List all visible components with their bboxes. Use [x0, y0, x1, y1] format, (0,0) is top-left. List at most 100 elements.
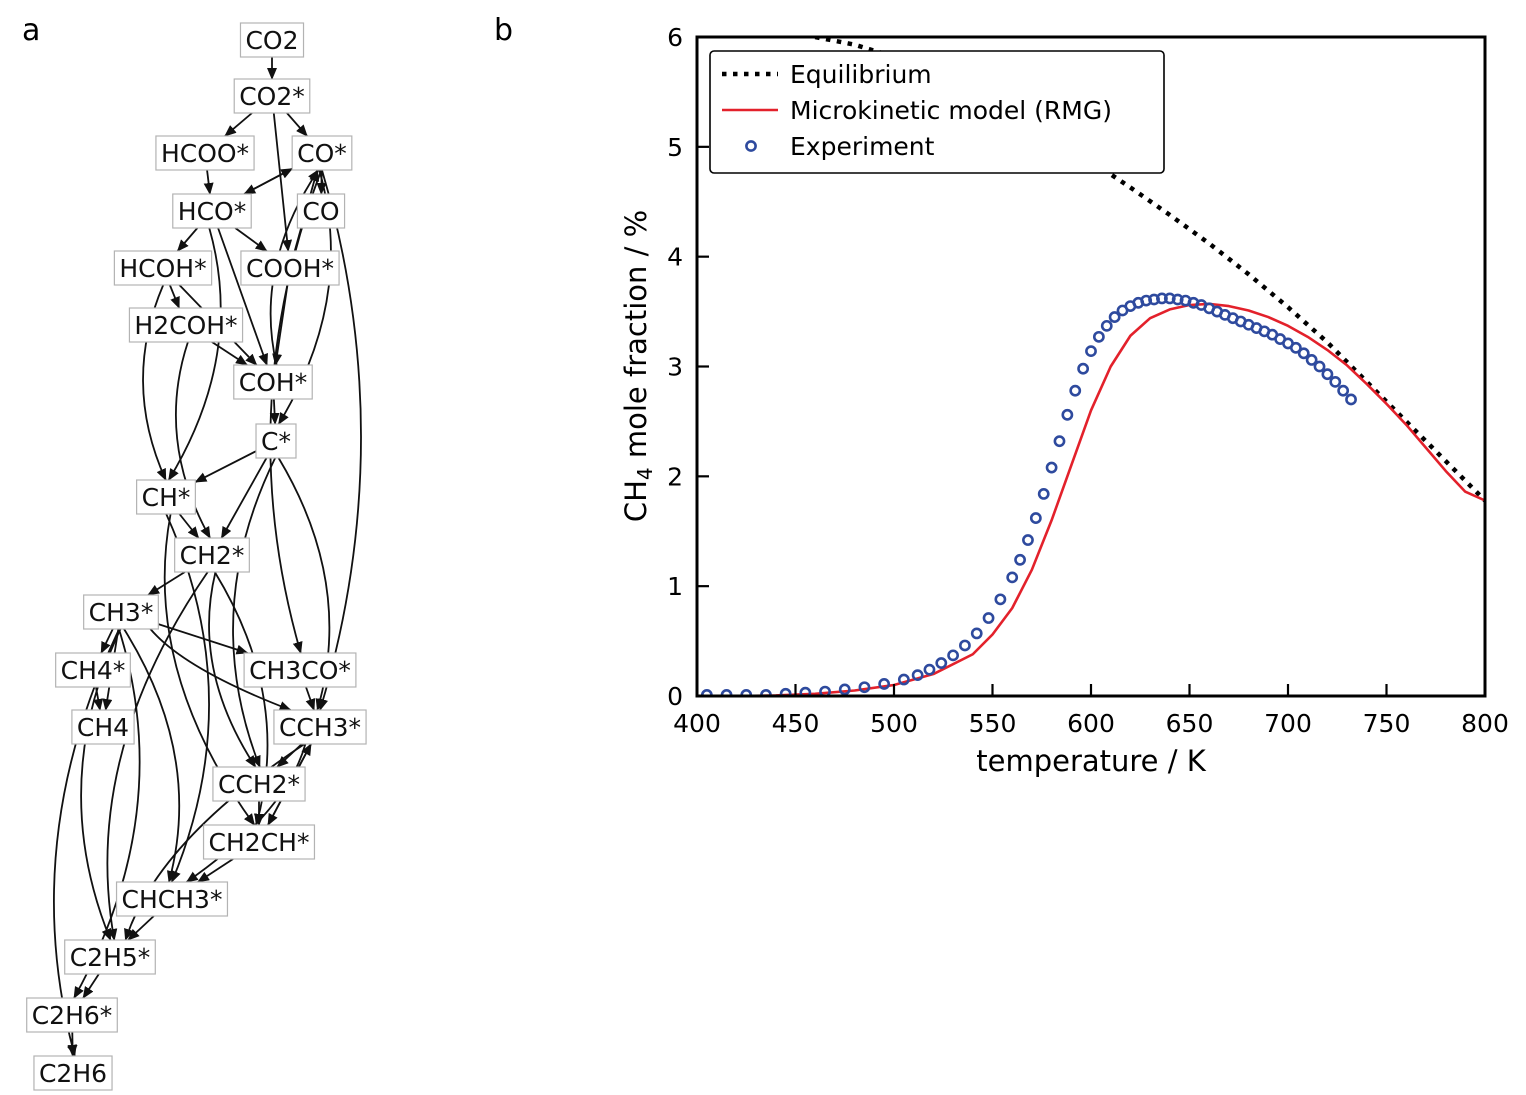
edge-cos-to-cch3s: [318, 169, 362, 711]
legend-item-2: Microkinetic model (RMG): [722, 96, 1112, 125]
node-box: [233, 364, 313, 400]
node-label: HCOO*: [161, 139, 249, 168]
node-ch2chs: CH2CH*: [202, 824, 316, 860]
edge-h2cohs-to-cohs: [211, 341, 248, 366]
edge-cs-to-ch2s: [220, 457, 268, 539]
node-chch3s: CHCH3*: [115, 881, 229, 917]
node-box: [83, 594, 159, 630]
edge-hcos-to-chs: [167, 227, 222, 481]
x-tick-label: 600: [1067, 709, 1115, 738]
x-axis-label: temperature / K: [976, 744, 1206, 778]
experiment-point: [1022, 534, 1034, 546]
experiment-point: [1289, 341, 1302, 354]
experiment-point: [838, 683, 851, 696]
node-box: [26, 997, 118, 1033]
edge-ch3cos-to-cch3s: [305, 686, 316, 711]
y-tick-label: 0: [667, 682, 683, 711]
experiment-point: [1297, 347, 1310, 360]
node-label: CH*: [142, 483, 191, 512]
panel-letter-a: a: [22, 13, 40, 48]
node-cch2s: CCH2*: [212, 766, 306, 802]
legend-label: Equilibrium: [790, 60, 932, 89]
node-coohs: COOH*: [240, 250, 340, 286]
edge-hcoos-to-hcos: [203, 169, 214, 195]
edge-ch2chs-to-chch3s: [197, 858, 234, 883]
node-label: HCOH*: [119, 254, 206, 283]
node-label: C2H5*: [70, 943, 151, 972]
node-label: COOH*: [246, 254, 334, 283]
node-label: CH2*: [180, 541, 245, 570]
y-axis-label: CH4 mole fraction / %: [619, 210, 657, 522]
experiment-point: [779, 687, 792, 696]
experiment-point: [923, 663, 936, 676]
experiment-point: [1077, 362, 1090, 375]
node-box: [296, 193, 346, 229]
experiment-point: [994, 593, 1007, 606]
y-axis-label-post: mole fraction / %: [619, 210, 653, 468]
edge-ch2s-to-ch3s: [147, 571, 186, 596]
edge-ch3s-to-chch3s: [123, 628, 181, 883]
legend-label: Microkinetic model (RMG): [790, 96, 1112, 125]
node-label: CHCH3*: [122, 885, 223, 914]
node-box: [33, 1055, 113, 1091]
node-hcoos: HCOO*: [155, 135, 255, 171]
series-line: [814, 37, 1485, 503]
node-box: [174, 537, 250, 573]
edge-chs-to-ch2s: [178, 513, 200, 539]
legend-item-3: Experiment: [745, 132, 935, 161]
legend-frame: [709, 50, 1165, 174]
node-label: CH3*: [89, 598, 154, 627]
node-label: CH4*: [61, 656, 126, 685]
legend-item-1: Equilibrium: [722, 60, 932, 89]
edge-cohs-to-cs: [269, 398, 280, 425]
y-tick-label: 1: [667, 572, 683, 601]
edge-hcos-to-cos: [243, 167, 294, 195]
node-box: [202, 824, 316, 860]
edge-ch2s-to-cch2s: [208, 571, 257, 768]
edge-co2s-to-hcoos: [224, 112, 253, 137]
experiment-point: [1321, 368, 1334, 381]
y-tick-label: 4: [667, 243, 683, 272]
experiment-point: [1006, 571, 1019, 584]
node-box: [233, 78, 311, 114]
node-ch3s: CH3*: [83, 594, 159, 630]
node-label: CH4: [77, 713, 129, 742]
node-h2cohs: H2COH*: [128, 307, 244, 343]
node-box: [243, 652, 357, 688]
node-c2h6s: C2H6*: [26, 997, 118, 1033]
node-label: CCH2*: [218, 770, 300, 799]
series-2: [736, 302, 1485, 696]
node-box: [71, 709, 135, 745]
node-box: [64, 939, 156, 975]
node-label: C2H6: [39, 1059, 107, 1088]
node-box: [115, 881, 229, 917]
chart-panel: b 400 450 500 550 600 650 700 750 800 0 1 2 3 4 5 6 tem…: [494, 13, 1509, 778]
node-box: [155, 135, 255, 171]
node-label: CO*: [297, 139, 347, 168]
y-axis-label-pre: CH: [619, 480, 653, 522]
edge-ch4s-to-ch4: [93, 686, 104, 711]
node-box: [240, 250, 340, 286]
node-hcos: HCO*: [172, 193, 252, 229]
node-box: [212, 766, 306, 802]
edge-c2h5s-to-c2h6s: [82, 973, 100, 999]
experiment-point: [1108, 311, 1121, 323]
x-tick-label: 800: [1461, 709, 1509, 738]
experiment-point: [911, 669, 924, 682]
node-c2h5s: C2H5*: [64, 939, 156, 975]
node-cos: CO*: [291, 135, 353, 171]
edge-cos-to-ch3cos: [269, 169, 323, 654]
node-label: CO2*: [239, 82, 305, 111]
experiment-point: [878, 678, 891, 690]
experiment-point: [1014, 553, 1026, 566]
node-box: [55, 652, 131, 688]
edge-ch3s-to-ch4s: [100, 628, 114, 654]
node-label: CO2: [245, 26, 298, 55]
node-label: C2H6*: [32, 1001, 113, 1030]
axis-ticks: 400 450 500 550 600 650 700 750 800 0 1 2 3 4 5 6: [667, 23, 1509, 738]
x-tick-label: 700: [1264, 709, 1312, 738]
node-cch3s: CCH3*: [273, 709, 367, 745]
node-cohs: COH*: [233, 364, 313, 400]
